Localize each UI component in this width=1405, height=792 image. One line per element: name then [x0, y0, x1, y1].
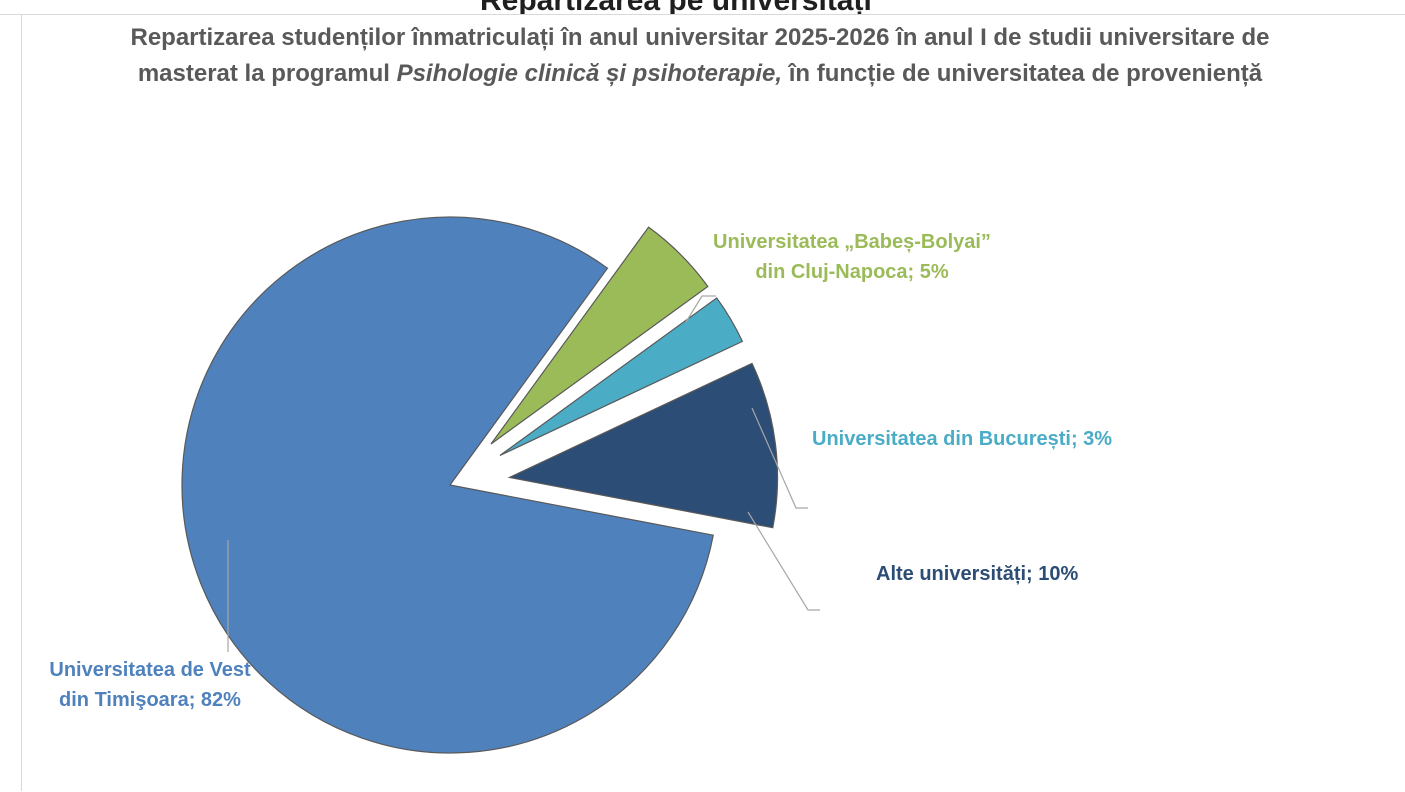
chart-frame	[21, 14, 1404, 791]
slice-label-2: Universitatea din București; 3%	[812, 428, 1112, 450]
chart-title: Repartizarea studenților înmatriculați î…	[130, 20, 1270, 92]
slice-label-1-line-0: Universitatea „Babeș-Bolyai”	[713, 231, 991, 253]
slice-label-0: Universitatea de Vest din Timişoara; 82%	[49, 659, 251, 711]
pie-labels: Universitatea de Vest din Timişoara; 82%U…	[49, 231, 1112, 711]
slice-label-0-line-1: din Timişoara; 82%	[59, 689, 241, 711]
chart-title-part-2: Psihologie clinică și psihoterapie,	[396, 60, 783, 87]
slice-label-2-line-0: Universitatea din București; 3%	[812, 428, 1112, 450]
pie-slices	[181, 216, 779, 754]
slice-label-0-line-0: Universitatea de Vest	[49, 659, 251, 681]
pie-slice-3	[507, 362, 779, 529]
slice-label-1-line-1: din Cluj-Napoca; 5%	[755, 261, 949, 283]
slice-label-1: Universitatea „Babeș-Bolyai” din Cluj-Nap…	[713, 231, 991, 283]
top-cut-text: Repartizarea pe universități	[480, 0, 872, 14]
pie-slice-0	[181, 216, 714, 754]
pie-slice-2	[499, 297, 744, 457]
chart-title-part-1: Repartizarea studenților înmatriculați î…	[130, 24, 1270, 87]
leader-line-1	[685, 295, 716, 323]
top-cut-strip: Repartizarea pe universități	[0, 0, 1405, 14]
chart-title-part-3: în funcție de universitatea de provenien…	[782, 60, 1263, 87]
leader-line-2	[751, 407, 808, 509]
leader-line-3	[747, 511, 820, 611]
slice-label-3: Alte universități; 10%	[876, 563, 1079, 585]
slice-label-3-line-0: Alte universități; 10%	[876, 563, 1079, 585]
top-divider	[0, 14, 1405, 15]
pie-slice-1	[490, 226, 709, 445]
